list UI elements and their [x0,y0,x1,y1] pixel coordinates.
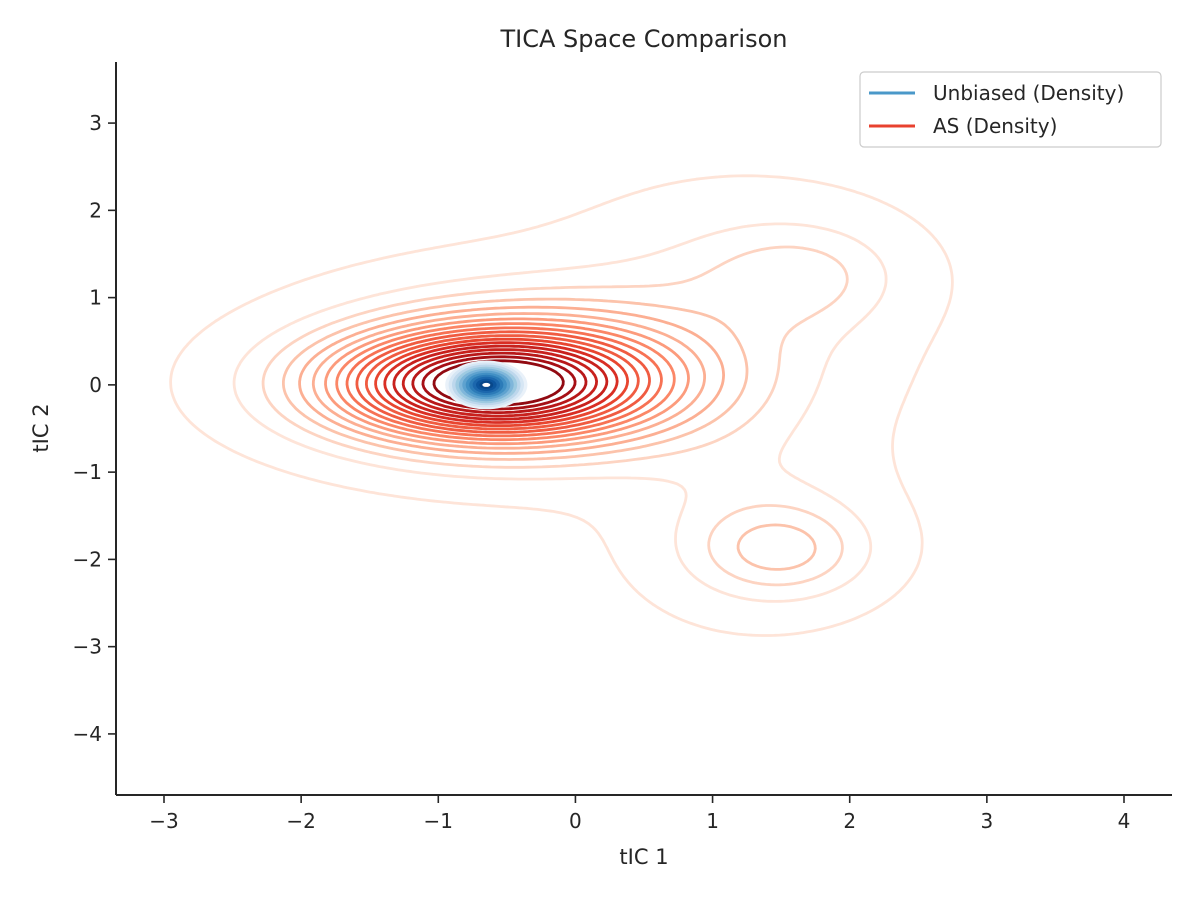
x-axis-label: tIC 1 [619,845,668,869]
unbiased-density-peak [482,382,491,387]
legend-label-as: AS (Density) [933,114,1057,138]
as-density-contour [169,174,954,637]
as-density-contour [355,330,651,434]
as-density-contour [311,312,706,450]
as-density-contour [232,222,888,603]
legend-label-unbiased: Unbiased (Density) [933,81,1124,105]
chart-title: TICA Space Comparison [499,25,787,53]
x-tick-label: −2 [286,809,315,833]
x-tick-label: 4 [1118,809,1131,833]
as-density-contour [282,297,817,571]
as-density-contour [324,317,690,446]
plot-area [169,174,954,637]
y-tick-label: −4 [73,722,102,746]
y-tick-label: 3 [89,111,102,135]
y-tick-label: −2 [73,547,102,571]
x-tick-label: 3 [980,809,993,833]
y-tick-label: −1 [73,460,102,484]
x-tick-label: −1 [424,809,453,833]
y-axis-label: tIC 2 [29,403,53,452]
x-tick-label: 2 [843,809,856,833]
x-tick-label: 0 [569,809,582,833]
as-density-contour [298,305,725,455]
as-density-contour [401,348,598,418]
as-density-contour [261,245,849,587]
as-density-contour [421,355,577,411]
x-tick-label: 1 [706,809,719,833]
as-density-contour [345,326,663,438]
as-density-contour [383,341,619,424]
as-density-contour [335,322,676,442]
legend: Unbiased (Density) AS (Density) [859,71,1162,148]
y-tick-label: 1 [89,286,102,310]
as-density-contour [374,337,629,428]
y-tick-label: −3 [73,635,102,659]
as-density-contour [392,344,609,421]
x-ticks: −3 −2 −1 0 1 2 3 4 [149,795,1130,833]
y-ticks: −4 −3 −2 −1 0 1 2 3 [73,111,116,746]
as-density-contour [411,351,588,414]
x-tick-label: −3 [149,809,178,833]
as-density-contour [365,334,640,431]
y-tick-label: 0 [89,373,102,397]
legend-frame [859,71,1162,148]
y-tick-label: 2 [89,198,102,222]
